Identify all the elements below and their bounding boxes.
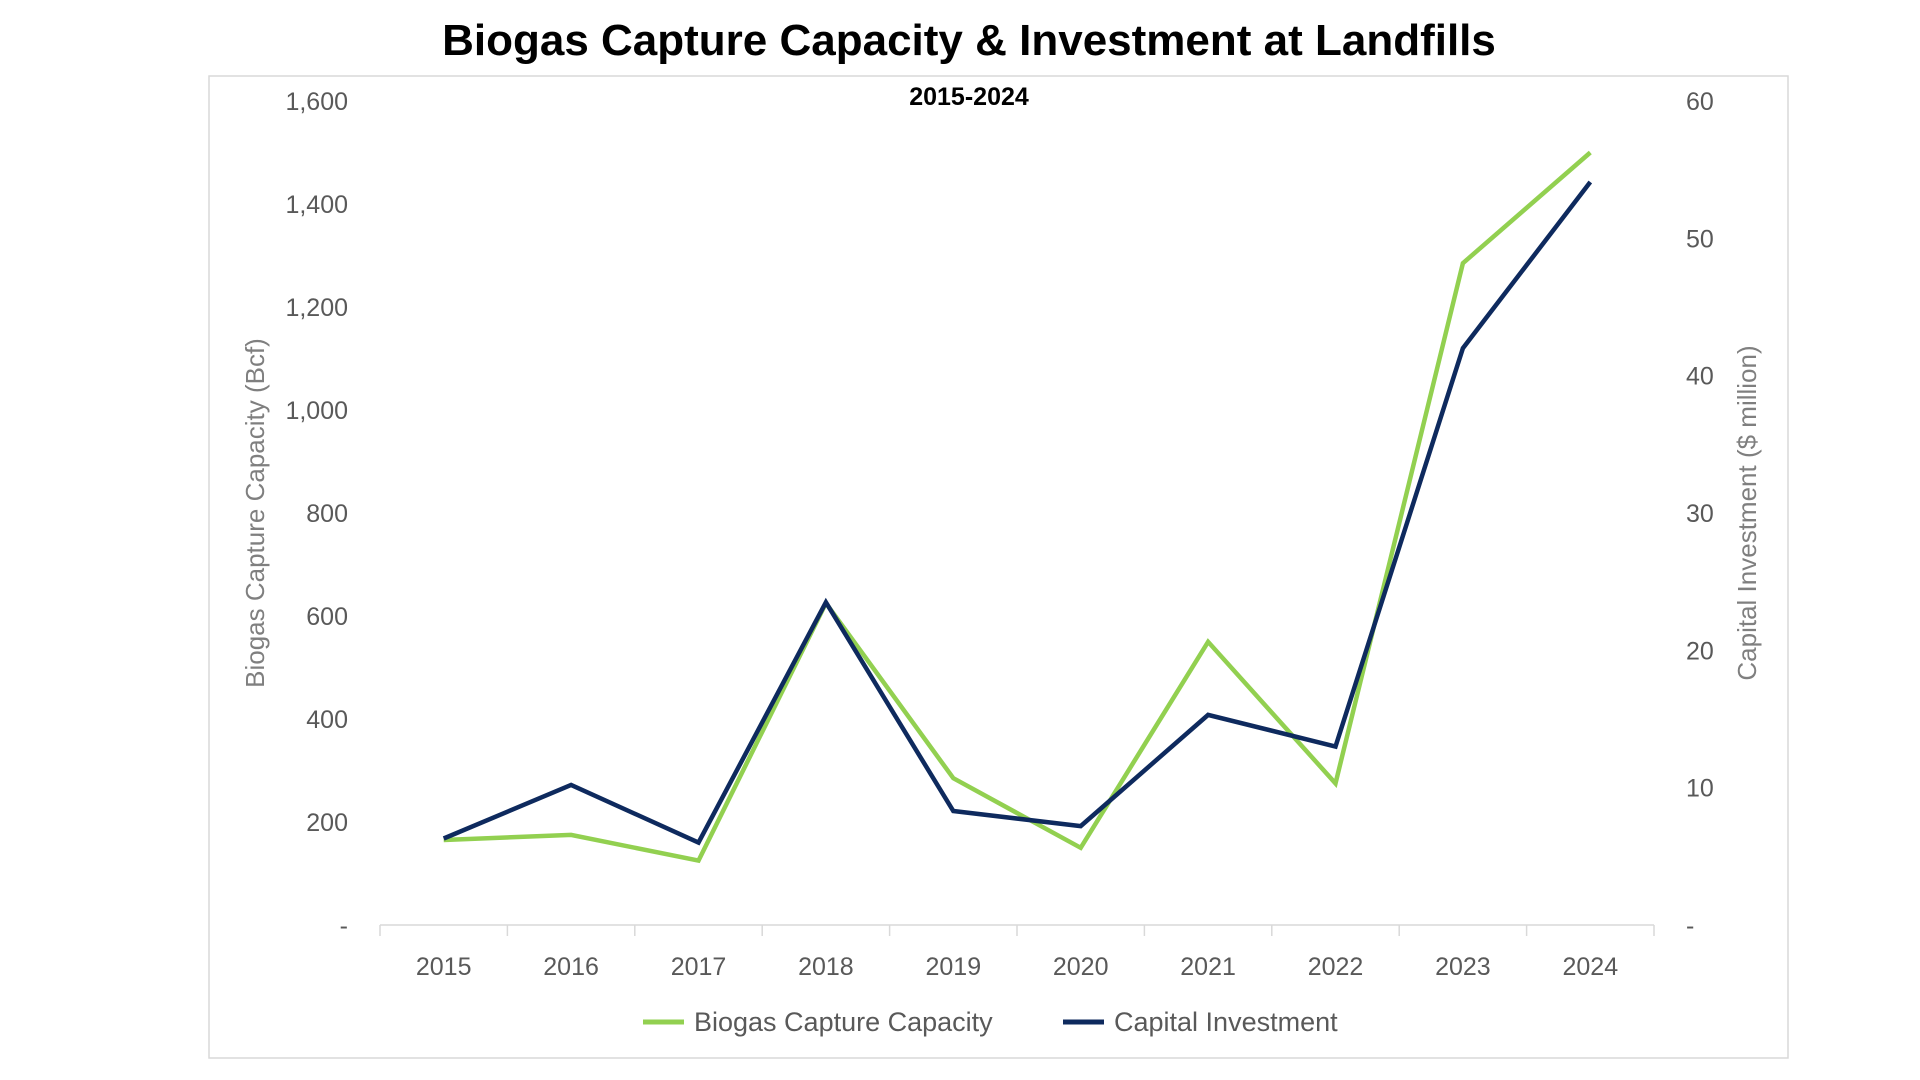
chart-frame [208, 75, 1789, 1059]
x-tick-label: 2017 [671, 953, 727, 981]
y2-tick-label: 40 [1686, 363, 1714, 391]
chart-title: Biogas Capture Capacity & Investment at … [442, 16, 1496, 65]
x-tick-label: 2022 [1308, 953, 1364, 981]
x-tick-label: 2024 [1562, 953, 1618, 981]
y-tick-label: 200 [306, 809, 348, 837]
y-tick-label: 400 [306, 706, 348, 734]
x-tick-label: 2018 [798, 953, 854, 981]
legend-label-investment: Capital Investment [1114, 1007, 1338, 1037]
y-axis-label: Biogas Capture Capacity (Bcf) [240, 338, 270, 688]
x-tick-label: 2015 [416, 953, 472, 981]
y-tick-label: 600 [306, 603, 348, 631]
x-tick-label: 2020 [1053, 953, 1109, 981]
y-tick-label: 800 [306, 500, 348, 528]
y-tick-label: 1,600 [285, 88, 348, 116]
y-tick-label: - [340, 912, 348, 940]
y-tick-label: 1,400 [285, 191, 348, 219]
series-line-capital-investment [442, 180, 1593, 846]
x-tick-label: 2016 [543, 953, 599, 981]
chart-subtitle: 2015-2024 [909, 83, 1029, 111]
legend: Biogas Capture Capacity Capital Investme… [643, 1007, 1338, 1037]
y2-tick-label: 60 [1686, 88, 1714, 116]
y2-tick-label: 50 [1686, 225, 1714, 253]
y2-tick-label: 20 [1686, 637, 1714, 665]
y-tick-label: 1,000 [285, 397, 348, 425]
y2-tick-label: - [1686, 912, 1694, 940]
legend-label-biogas: Biogas Capture Capacity [694, 1007, 993, 1037]
x-tick-label: 2023 [1435, 953, 1491, 981]
x-tick-label: 2019 [925, 953, 981, 981]
y2-tick-label: 30 [1686, 500, 1714, 528]
x-tick-label: 2021 [1180, 953, 1236, 981]
y2-axis-label: Capital Investment ($ million) [1732, 345, 1762, 680]
y-tick-label: 1,200 [285, 294, 348, 322]
series-line-biogas-capacity [443, 150, 1592, 864]
y2-tick-label: 10 [1686, 775, 1714, 803]
